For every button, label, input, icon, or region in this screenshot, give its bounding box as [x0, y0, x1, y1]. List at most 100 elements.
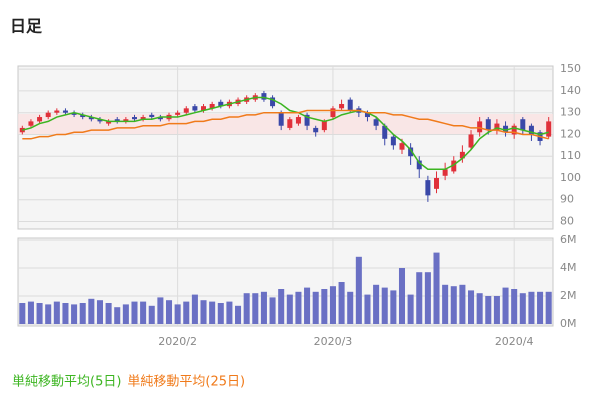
candle-body [209, 103, 215, 109]
volume-bar [476, 293, 483, 324]
volume-bar [140, 301, 147, 324]
volume-bar [433, 252, 440, 324]
volume-bar [260, 291, 267, 324]
volume-bar [537, 291, 544, 324]
candle-body [270, 97, 276, 107]
candle-body [157, 117, 163, 120]
candle-body [321, 121, 327, 131]
volume-bar [450, 286, 457, 324]
ma-line [22, 109, 549, 140]
volume-bar [243, 293, 250, 324]
volume-bar [502, 287, 509, 324]
volume-bar [88, 298, 95, 324]
y-tick-label: 0M [560, 317, 577, 330]
candle-body [390, 136, 396, 146]
chart-title: 日足 [10, 17, 43, 36]
volume-bar [53, 301, 60, 324]
volume-bar [347, 291, 354, 324]
volume-bar [19, 303, 26, 324]
candle-body [261, 93, 267, 100]
candle-body [520, 119, 526, 131]
ma-line [22, 96, 549, 171]
candle-body [451, 160, 457, 172]
volume-bar [286, 294, 293, 324]
volume-bar [407, 294, 414, 324]
candle-body [442, 169, 448, 176]
volume-bar [304, 287, 311, 324]
volume-bar [528, 291, 535, 324]
candle-body [287, 119, 293, 128]
candle-body [97, 119, 103, 122]
volume-bar [312, 291, 319, 324]
candle-body [468, 134, 474, 148]
candle-body [528, 125, 534, 135]
candle-body [45, 112, 51, 118]
candle-body [425, 180, 431, 196]
candle-body [54, 110, 60, 113]
y-tick-label: 130 [560, 106, 581, 119]
volume-bar [45, 304, 52, 324]
candle-body [485, 119, 491, 131]
volume-bar [493, 296, 500, 324]
volume-bar [79, 303, 86, 324]
candle-body [218, 101, 224, 107]
candle-body [183, 108, 189, 113]
candle-body [434, 177, 440, 189]
candle-body [123, 119, 129, 122]
candle-body [347, 99, 353, 111]
volume-bar [295, 291, 302, 324]
candle-body [459, 151, 465, 159]
y-tick-label: 150 [560, 62, 581, 75]
volume-bar [459, 284, 466, 324]
volume-bar [114, 307, 121, 324]
volume-bar [148, 305, 155, 324]
candle-body [313, 127, 319, 133]
candle-body [416, 160, 422, 170]
volume-bar [519, 293, 526, 324]
candle-body [477, 121, 483, 133]
y-tick-label: 90 [560, 193, 574, 206]
candle-body [175, 112, 181, 115]
volume-bar [424, 272, 431, 324]
volume-bar [105, 303, 112, 324]
volume-bar [217, 303, 224, 324]
volume-bar [329, 286, 336, 324]
candle-body [278, 112, 284, 126]
volume-bar [252, 293, 259, 324]
candle-body [131, 117, 137, 120]
candle-body [399, 143, 405, 150]
candle-body [140, 117, 146, 120]
candle-body [382, 125, 388, 139]
volume-bar [157, 297, 164, 324]
candle-body [201, 106, 207, 111]
y-tick-label: 100 [560, 171, 581, 184]
candle-body [503, 125, 509, 133]
volume-bar [122, 304, 129, 324]
y-tick-label: 110 [560, 149, 581, 162]
volume-bar [338, 282, 345, 324]
candle-body [80, 114, 86, 118]
candle-body [28, 121, 34, 126]
volume-bar [200, 300, 207, 324]
candle-body [295, 117, 301, 124]
volume-bar [131, 301, 138, 324]
volume-bar [398, 268, 406, 324]
candle-body [408, 147, 414, 157]
legend-entry: 単純移動平均(25日) [127, 374, 245, 390]
volume-bar [269, 297, 276, 324]
volume-bar [226, 301, 233, 324]
volume-bar [373, 284, 380, 324]
candle-body [88, 117, 94, 120]
candle-body [114, 119, 120, 122]
volume-bar [96, 300, 103, 324]
volume-bar [545, 291, 552, 324]
y-tick-label: 4M [560, 261, 577, 274]
volume-bar [390, 290, 397, 324]
candle-body [364, 112, 370, 118]
candle-body [304, 114, 310, 126]
candle-body [546, 121, 552, 137]
candle-body [106, 121, 112, 124]
volume-bar [71, 304, 78, 324]
volume-bar [209, 301, 216, 324]
